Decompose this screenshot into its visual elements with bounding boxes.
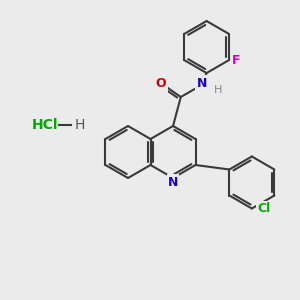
Text: H: H — [75, 118, 85, 132]
Text: H: H — [213, 85, 222, 95]
Text: HCl: HCl — [32, 118, 58, 132]
Text: Cl: Cl — [257, 202, 271, 215]
Text: N: N — [168, 176, 178, 188]
Text: F: F — [232, 53, 240, 67]
Text: O: O — [155, 77, 166, 90]
Text: N: N — [196, 76, 207, 89]
